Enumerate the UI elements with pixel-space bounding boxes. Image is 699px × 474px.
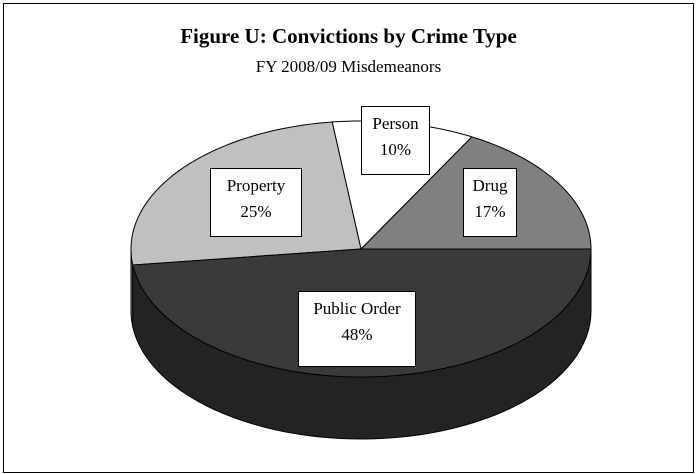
- slice-label-person: Person 10%: [361, 106, 430, 175]
- slice-value-public-order: 48%: [341, 325, 373, 344]
- slice-name-public-order: Public Order: [313, 299, 401, 318]
- slice-value-drug: 17%: [474, 202, 506, 221]
- pie-chart: [130, 120, 592, 440]
- slice-label-property: Property 25%: [210, 168, 302, 237]
- slice-name-person: Person: [372, 114, 419, 133]
- chart-subtitle: FY 2008/09 Misdemeanors: [255, 57, 442, 76]
- chart-frame: Figure U: Convictions by Crime Type FY 2…: [3, 3, 694, 473]
- slice-label-drug: Drug 17%: [463, 168, 517, 237]
- slice-name-drug: Drug: [472, 176, 508, 195]
- chart-title: Figure U: Convictions by Crime Type: [180, 24, 517, 48]
- slice-label-public-order: Public Order 48%: [298, 291, 416, 367]
- slice-name-property: Property: [226, 176, 286, 195]
- slice-value-person: 10%: [379, 140, 412, 159]
- slice-value-property: 25%: [240, 202, 272, 221]
